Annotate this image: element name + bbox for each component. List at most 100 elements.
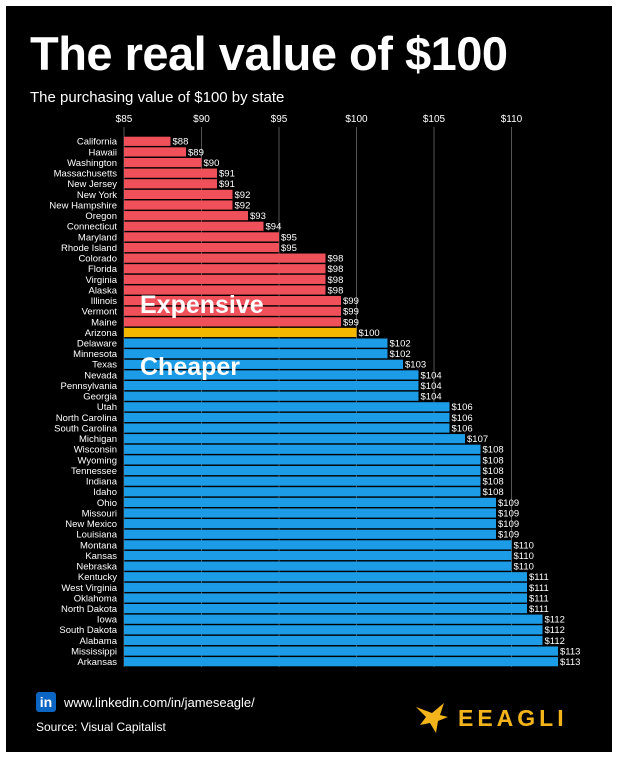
value-label: $108 [483,466,504,477]
value-label: $109 [498,519,519,530]
bar [124,338,388,348]
bar [124,614,543,624]
category-label: North Dakota [61,604,118,615]
value-label: $113 [560,646,580,657]
value-label: $111 [529,593,549,604]
category-label: Minnesota [73,349,118,360]
bar [124,625,543,635]
bar [124,657,558,667]
value-label: $106 [452,423,473,434]
bar [124,476,481,486]
category-label: Alaska [88,285,117,296]
bar [124,455,481,465]
value-label: $88 [173,137,189,148]
category-label: Maryland [78,232,117,243]
bar [124,274,326,284]
bar [124,550,512,561]
category-label: West Virginia [61,583,117,594]
value-label: $95 [281,232,297,243]
category-label: Kentucky [78,572,117,583]
value-label: $108 [483,445,504,456]
category-label: Florida [88,264,118,275]
category-label: Illinois [91,296,118,307]
value-label: $102 [390,338,411,349]
bar [124,380,419,391]
bar [124,211,248,221]
bar [124,264,326,274]
bar [124,285,326,295]
category-label: Michigan [79,434,117,445]
category-label: Arizona [85,328,118,339]
value-label: $94 [266,222,282,233]
value-label: $102 [390,349,411,360]
category-label: Wyoming [77,455,117,466]
source-note: Source: Visual Capitalist [36,720,166,734]
value-label: $99 [343,296,359,307]
value-label: $93 [250,211,266,222]
linkedin-url[interactable]: www.linkedin.com/in/jameseagle/ [64,694,255,710]
value-label: $100 [359,328,380,339]
bar [124,179,217,189]
value-label: $99 [343,307,359,318]
bar [124,444,481,454]
bar [124,423,450,433]
value-label: $107 [467,434,488,445]
x-tick-label: $100 [345,114,368,125]
bar [124,465,481,476]
category-label: Ohio [97,498,117,509]
value-label: $111 [529,572,549,583]
bar [124,635,543,646]
bar [124,349,388,359]
value-label: $98 [328,275,344,286]
category-label: Hawaii [88,147,117,158]
bar [124,327,357,338]
category-label: South Carolina [54,423,118,434]
x-tick-label: $90 [193,114,210,125]
bar [124,157,202,168]
bar [124,232,279,242]
value-label: $95 [281,243,297,254]
bar [124,306,341,316]
value-label: $109 [498,508,519,519]
expensive-annotation: Expensive [140,291,264,319]
x-tick-label: $105 [423,114,446,125]
value-label: $108 [483,455,504,466]
linkedin-link[interactable]: in www.linkedin.com/in/jameseagle/ [36,692,255,712]
category-label: Virginia [85,275,117,286]
category-label: Massachusetts [54,169,118,180]
bar [124,593,527,603]
value-label: $104 [421,381,442,392]
category-label: New York [77,190,117,201]
category-label: Iowa [97,615,118,626]
value-label: $99 [343,317,359,328]
value-label: $110 [514,562,534,573]
category-label: Washington [67,158,117,169]
x-tick-label: $110 [501,114,523,125]
category-label: Oklahoma [74,593,118,604]
page-subtitle: The purchasing value of $100 by state [30,89,285,106]
category-label: Nebraska [76,562,117,573]
bar [124,487,481,497]
bar [124,147,186,157]
value-label: $112 [545,636,565,647]
category-label: Colorado [78,254,117,265]
category-label: North Carolina [56,413,118,424]
value-label: $92 [235,190,251,201]
bar [124,572,527,582]
bar [124,519,496,529]
category-label: New Jersey [67,179,117,190]
value-label: $91 [219,179,235,190]
value-label: $111 [529,604,549,615]
category-label: Maine [91,317,117,328]
bar [124,253,326,263]
value-label: $91 [219,169,235,180]
bar [124,582,527,592]
category-label: Utah [97,402,117,413]
value-label: $103 [405,360,426,371]
value-label: $108 [483,487,504,498]
category-label: New Hampshire [49,200,117,211]
brand-logo: EEAGLI [414,701,568,735]
bar [124,412,450,423]
x-tick-label: $85 [116,114,133,125]
